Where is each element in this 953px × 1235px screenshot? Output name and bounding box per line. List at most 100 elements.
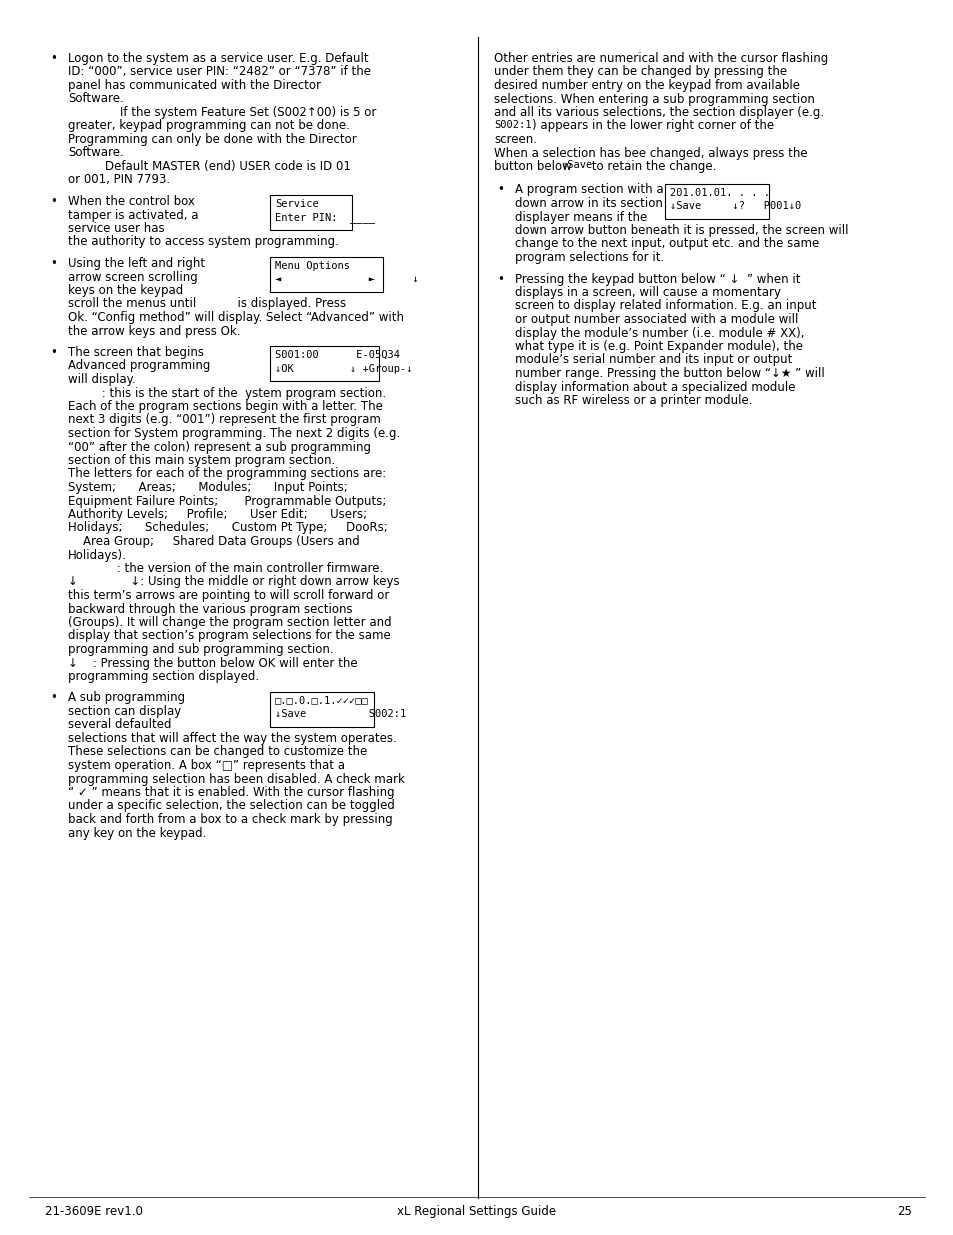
Text: display that section’s program selections for the same: display that section’s program selection… [68, 630, 391, 642]
Text: program selections for it.: program selections for it. [515, 251, 663, 264]
Text: under them they can be changed by pressing the: under them they can be changed by pressi… [494, 65, 786, 79]
Text: Equipment Failure Points;       Programmable Outputs;: Equipment Failure Points; Programmable O… [68, 494, 386, 508]
Text: “00” after the colon) represent a sub programming: “00” after the colon) represent a sub pr… [68, 441, 371, 453]
Text: “ ✓ ” means that it is enabled. With the cursor flashing: “ ✓ ” means that it is enabled. With the… [68, 785, 395, 799]
Text: desired number entry on the keypad from available: desired number entry on the keypad from … [494, 79, 800, 91]
Text: Advanced programming: Advanced programming [68, 359, 211, 373]
Text: ↓Save          S002:1: ↓Save S002:1 [274, 709, 406, 719]
Text: section for System programming. The next 2 digits (e.g.: section for System programming. The next… [68, 427, 400, 440]
Text: Authority Levels;     Profile;      User Edit;      Users;: Authority Levels; Profile; User Edit; Us… [68, 508, 367, 521]
Text: System;      Areas;      Modules;      Input Points;: System; Areas; Modules; Input Points; [68, 480, 348, 494]
Text: •: • [50, 257, 57, 270]
Text: A sub programming: A sub programming [68, 692, 185, 704]
Text: Ok. “Config method” will display. Select “Advanced” with: Ok. “Config method” will display. Select… [68, 311, 403, 324]
Text: If the system Feature Set (S002↑00) is 5 or: If the system Feature Set (S002↑00) is 5… [120, 106, 376, 119]
Text: down arrow button beneath it is pressed, the screen will: down arrow button beneath it is pressed,… [515, 224, 847, 237]
Text: screen.: screen. [494, 133, 537, 146]
Text: Holidays;      Schedules;      Custom Pt Type;     DooRs;: Holidays; Schedules; Custom Pt Type; Doo… [68, 521, 387, 535]
Text: backward through the various program sections: backward through the various program sec… [68, 603, 353, 615]
Text: ) appears in the lower right corner of the: ) appears in the lower right corner of t… [532, 120, 773, 132]
Text: module’s serial number and its input or output: module’s serial number and its input or … [515, 353, 792, 367]
Text: back and forth from a box to a check mark by pressing: back and forth from a box to a check mar… [68, 813, 393, 826]
Text: S002:1: S002:1 [494, 120, 531, 130]
Text: Holidays).: Holidays). [68, 548, 127, 562]
Text: 21-3609E rev1.0: 21-3609E rev1.0 [45, 1205, 143, 1218]
Text: button below: button below [494, 161, 575, 173]
Text: ↓Save: ↓Save [561, 161, 593, 170]
Text: scroll the menus until           is displayed. Press: scroll the menus until is displayed. Pre… [68, 298, 346, 310]
Text: These selections can be changed to customize the: These selections can be changed to custo… [68, 746, 367, 758]
Text: The screen that begins: The screen that begins [68, 346, 204, 359]
Text: and all its various selections, the section displayer (e.g.: and all its various selections, the sect… [494, 106, 823, 119]
Text: •: • [50, 52, 57, 65]
Text: •: • [50, 195, 57, 207]
Text: xL Regional Settings Guide: xL Regional Settings Guide [397, 1205, 556, 1218]
Text: ID: “000”, service user PIN: “2482” or “7378” if the: ID: “000”, service user PIN: “2482” or “… [68, 65, 371, 79]
Text: : this is the start of the  ystem program section.: : this is the start of the ystem program… [68, 387, 386, 399]
Text: When the control box: When the control box [68, 195, 194, 207]
Text: Programming can only be done with the Director: Programming can only be done with the Di… [68, 133, 356, 146]
Text: section can display: section can display [68, 705, 181, 718]
Text: selections. When entering a sub programming section: selections. When entering a sub programm… [494, 93, 814, 105]
Text: ↓              ↓: Using the middle or right down arrow keys: ↓ ↓: Using the middle or right down arro… [68, 576, 399, 589]
Text: screen to display related information. E.g. an input: screen to display related information. E… [515, 300, 816, 312]
Text: to retain the change.: to retain the change. [587, 161, 716, 173]
Text: S001:00      E-05Q34: S001:00 E-05Q34 [274, 350, 399, 359]
Text: what type it is (e.g. Point Expander module), the: what type it is (e.g. Point Expander mod… [515, 340, 802, 353]
Bar [270, 692, 375, 726]
Text: Using the left and right: Using the left and right [68, 257, 205, 270]
Text: Service: Service [274, 199, 318, 209]
Text: •: • [497, 184, 503, 196]
Text: displayer means if the: displayer means if the [515, 210, 646, 224]
Text: down arrow in its section: down arrow in its section [515, 198, 662, 210]
Bar [270, 346, 378, 382]
Text: under a specific selection, the selection can be toggled: under a specific selection, the selectio… [68, 799, 395, 813]
Text: displays in a screen, will cause a momentary: displays in a screen, will cause a momen… [515, 287, 781, 299]
Text: keys on the keypad: keys on the keypad [68, 284, 183, 296]
Text: ↓Save     ↓?   P001↓0: ↓Save ↓? P001↓0 [669, 201, 801, 211]
Bar [664, 184, 769, 219]
Text: greater, keypad programming can not be done.: greater, keypad programming can not be d… [68, 120, 350, 132]
Text: Software.: Software. [68, 93, 124, 105]
Text: Area Group;     Shared Data Groups (Users and: Area Group; Shared Data Groups (Users an… [68, 535, 359, 548]
Text: The letters for each of the programming sections are:: The letters for each of the programming … [68, 468, 386, 480]
Text: ↓    : Pressing the button below OK will enter the: ↓ : Pressing the button below OK will en… [68, 657, 357, 669]
Text: •: • [50, 692, 57, 704]
Text: Other entries are numerical and with the cursor flashing: Other entries are numerical and with the… [494, 52, 827, 65]
Text: Software.: Software. [68, 147, 124, 159]
Text: •: • [50, 346, 57, 359]
Text: tamper is activated, a: tamper is activated, a [68, 209, 198, 221]
Text: Menu Options: Menu Options [274, 261, 350, 270]
Text: or output number associated with a module will: or output number associated with a modul… [515, 312, 798, 326]
Text: Pressing the keypad button below “ ↓  ” when it: Pressing the keypad button below “ ↓ ” w… [515, 273, 800, 285]
Text: Logon to the system as a service user. E.g. Default: Logon to the system as a service user. E… [68, 52, 368, 65]
Text: When a selection has bee changed, always press the: When a selection has bee changed, always… [494, 147, 807, 159]
Text: or 001, PIN 7793.: or 001, PIN 7793. [68, 173, 170, 186]
Text: the authority to access system programming.: the authority to access system programmi… [68, 236, 338, 248]
Text: A program section with a: A program section with a [515, 184, 663, 196]
Text: Default MASTER (end) USER code is ID 01: Default MASTER (end) USER code is ID 01 [105, 161, 351, 173]
Text: next 3 digits (e.g. “001”) represent the first program: next 3 digits (e.g. “001”) represent the… [68, 414, 380, 426]
Text: Enter PIN:  ____: Enter PIN: ____ [274, 212, 375, 224]
Text: selections that will affect the way the system operates.: selections that will affect the way the … [68, 732, 396, 745]
Text: □.□.0.□.1.✓✓✓□□: □.□.0.□.1.✓✓✓□□ [274, 695, 369, 705]
Text: system operation. A box “□” represents that a: system operation. A box “□” represents t… [68, 760, 345, 772]
Text: Each of the program sections begin with a letter. The: Each of the program sections begin with … [68, 400, 382, 412]
Text: display information about a specialized module: display information about a specialized … [515, 380, 795, 394]
Text: section of this main system program section.: section of this main system program sect… [68, 454, 335, 467]
Text: arrow screen scrolling: arrow screen scrolling [68, 270, 197, 284]
Text: several defaulted: several defaulted [68, 719, 172, 731]
Text: 25: 25 [896, 1205, 911, 1218]
Bar [270, 195, 352, 230]
Text: : the version of the main controller firmware.: : the version of the main controller fir… [68, 562, 383, 576]
Text: any key on the keypad.: any key on the keypad. [68, 826, 206, 840]
Text: service user has: service user has [68, 222, 165, 235]
Text: this term’s arrows are pointing to will scroll forward or: this term’s arrows are pointing to will … [68, 589, 389, 601]
Text: display the module’s number (i.e. module # XX),: display the module’s number (i.e. module… [515, 326, 803, 340]
Text: ◄              ►      ↓: ◄ ► ↓ [274, 274, 418, 284]
Text: 201.01.01. . . .: 201.01.01. . . . [669, 188, 769, 198]
Text: ↓OK         ↓ +Group-↓: ↓OK ↓ +Group-↓ [274, 363, 412, 373]
Text: the arrow keys and press Ok.: the arrow keys and press Ok. [68, 325, 240, 337]
Text: programming selection has been disabled. A check mark: programming selection has been disabled.… [68, 773, 404, 785]
Text: such as RF wireless or a printer module.: such as RF wireless or a printer module. [515, 394, 752, 408]
